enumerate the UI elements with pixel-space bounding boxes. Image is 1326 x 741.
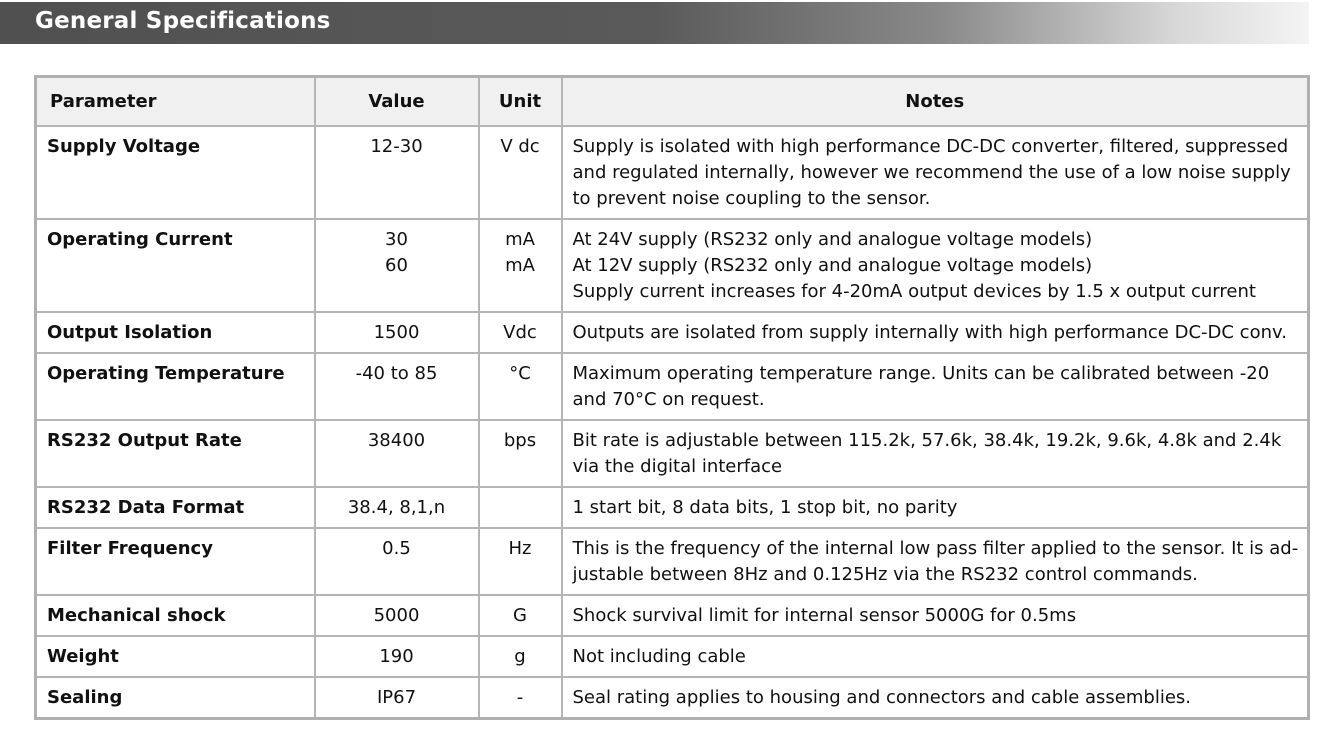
value-cell: 38400	[313, 419, 480, 488]
value-cell: 38.4, 8,1,n	[313, 486, 480, 529]
notes-line: Maximum operating temperature range. Uni…	[572, 363, 1270, 384]
value-line: 30	[385, 229, 408, 250]
column-header-parameter: Parameter	[34, 75, 316, 127]
value-line: 12-30	[370, 136, 423, 157]
notes-line: At 24V supply (RS232 only and analogue v…	[572, 229, 1093, 250]
notes-line: and 70°C on request.	[572, 389, 765, 410]
notes-cell: Supply is isolated with high performance…	[560, 125, 1310, 220]
notes-line: Shock survival limit for internal sensor…	[572, 605, 1077, 626]
value-line: IP67	[376, 687, 417, 708]
value-cell: 0.5	[313, 527, 480, 596]
notes-cell: Bit rate is adjustable between 115.2k, 5…	[560, 419, 1310, 488]
value-cell: 1500	[313, 311, 480, 354]
table-row: Mechanical shock 5000 G Shock survival limi…	[34, 594, 1310, 637]
value-cell: -40 to 85	[313, 352, 480, 421]
value-line: -40 to 85	[355, 363, 438, 384]
unit-line: g	[514, 646, 526, 667]
notes-cell: This is the frequency of the internal lo…	[560, 527, 1310, 596]
section-header-bar: General Specifications	[0, 2, 1309, 44]
value-line: 1500	[373, 322, 420, 343]
notes-line: and regulated internally, however we rec…	[572, 162, 1291, 183]
parameter-cell: Mechanical shock	[34, 594, 316, 637]
notes-cell: 1 start bit, 8 data bits, 1 stop bit, no…	[560, 486, 1310, 529]
value-line: 190	[379, 646, 414, 667]
notes-line: Not including cable	[572, 646, 746, 667]
table-row: Filter Frequency 0.5 Hz This is the frequen…	[34, 527, 1310, 596]
unit-line: Vdc	[503, 322, 537, 343]
notes-cell: At 24V supply (RS232 only and analogue v…	[560, 218, 1310, 313]
unit-cell: °C	[477, 352, 563, 421]
notes-line: 1 start bit, 8 data bits, 1 stop bit, no…	[572, 497, 958, 518]
value-line: 5000	[373, 605, 420, 626]
table-row: Sealing IP67 - Seal rating applies to housi…	[34, 676, 1310, 720]
table-body: Supply Voltage 12-30 V dc Supply is isolate…	[34, 125, 1310, 720]
table-row: RS232 Output Rate 38400 bps Bit rate is adj…	[34, 419, 1310, 488]
column-header-value: Value	[313, 75, 480, 127]
table-row: RS232 Data Format 38.4, 8,1,n 1 start bit,…	[34, 486, 1310, 529]
value-cell: 5000	[313, 594, 480, 637]
parameter-cell: Operating Temperature	[34, 352, 316, 421]
notes-line: Supply current increases for 4-20mA outp…	[572, 281, 1256, 302]
unit-line: -	[516, 687, 524, 708]
parameter-cell: Operating Current	[34, 218, 316, 313]
parameter-cell: Filter Frequency	[34, 527, 316, 596]
notes-line: Seal rating applies to housing and conne…	[572, 687, 1192, 708]
unit-line: Hz	[508, 538, 532, 559]
notes-cell: Seal rating applies to housing and conne…	[560, 676, 1310, 720]
notes-line: via the digital interface	[572, 456, 783, 477]
table-row: Weight 190 g Not including cable	[34, 635, 1310, 678]
notes-line: Bit rate is adjustable between 115.2k, 5…	[572, 430, 1282, 451]
parameter-cell: Supply Voltage	[34, 125, 316, 220]
unit-cell: mA mA	[477, 218, 563, 313]
notes-line: Outputs are isolated from supply interna…	[572, 322, 1287, 343]
table-row: Supply Voltage 12-30 V dc Supply is isolate…	[34, 125, 1310, 220]
notes-line: justable between 8Hz and 0.125Hz via the…	[572, 564, 1198, 585]
notes-line: This is the frequency of the internal lo…	[572, 538, 1299, 559]
unit-line: mA	[505, 255, 535, 276]
parameter-cell: Weight	[34, 635, 316, 678]
notes-line: to prevent noise coupling to the sensor.	[572, 188, 931, 209]
section-title: General Specifications	[35, 8, 331, 34]
notes-line: Supply is isolated with high performance…	[572, 136, 1289, 157]
table-header-row: Parameter Value Unit Notes	[34, 75, 1310, 127]
notes-line: At 12V supply (RS232 only and analogue v…	[572, 255, 1093, 276]
parameter-cell: Sealing	[34, 676, 316, 720]
value-cell: 30 60	[313, 218, 480, 313]
column-header-unit: Unit	[477, 75, 563, 127]
unit-line: mA	[505, 229, 535, 250]
unit-cell: V dc	[477, 125, 563, 220]
value-cell: 190	[313, 635, 480, 678]
value-line: 60	[385, 255, 408, 276]
unit-cell: g	[477, 635, 563, 678]
unit-line: bps	[503, 430, 537, 451]
value-cell: 12-30	[313, 125, 480, 220]
parameter-cell: Output Isolation	[34, 311, 316, 354]
value-line: 38.4, 8,1,n	[347, 497, 446, 518]
parameter-cell: RS232 Data Format	[34, 486, 316, 529]
notes-cell: Not including cable	[560, 635, 1310, 678]
notes-cell: Maximum operating temperature range. Uni…	[560, 352, 1310, 421]
table-row: Operating Temperature -40 to 85 °C Maximum …	[34, 352, 1310, 421]
column-header-notes: Notes	[560, 75, 1310, 127]
unit-line: V dc	[500, 136, 540, 157]
table-row: Output Isolation 1500 Vdc Outputs are isola…	[34, 311, 1310, 354]
unit-line: °C	[509, 363, 531, 384]
unit-cell: -	[477, 676, 563, 720]
value-cell: IP67	[313, 676, 480, 720]
table-row: Operating Current 30 60 mA mA At 24V supply (…	[34, 218, 1310, 313]
unit-line: G	[513, 605, 527, 626]
notes-cell: Shock survival limit for internal sensor…	[560, 594, 1310, 637]
unit-cell: Hz	[477, 527, 563, 596]
unit-cell: bps	[477, 419, 563, 488]
parameter-cell: RS232 Output Rate	[34, 419, 316, 488]
value-line: 0.5	[382, 538, 411, 559]
unit-cell	[477, 486, 563, 529]
specifications-table: Parameter Value Unit Notes Supply Voltag…	[34, 75, 1310, 720]
notes-cell: Outputs are isolated from supply interna…	[560, 311, 1310, 354]
value-line: 38400	[367, 430, 426, 451]
unit-cell: G	[477, 594, 563, 637]
unit-cell: Vdc	[477, 311, 563, 354]
